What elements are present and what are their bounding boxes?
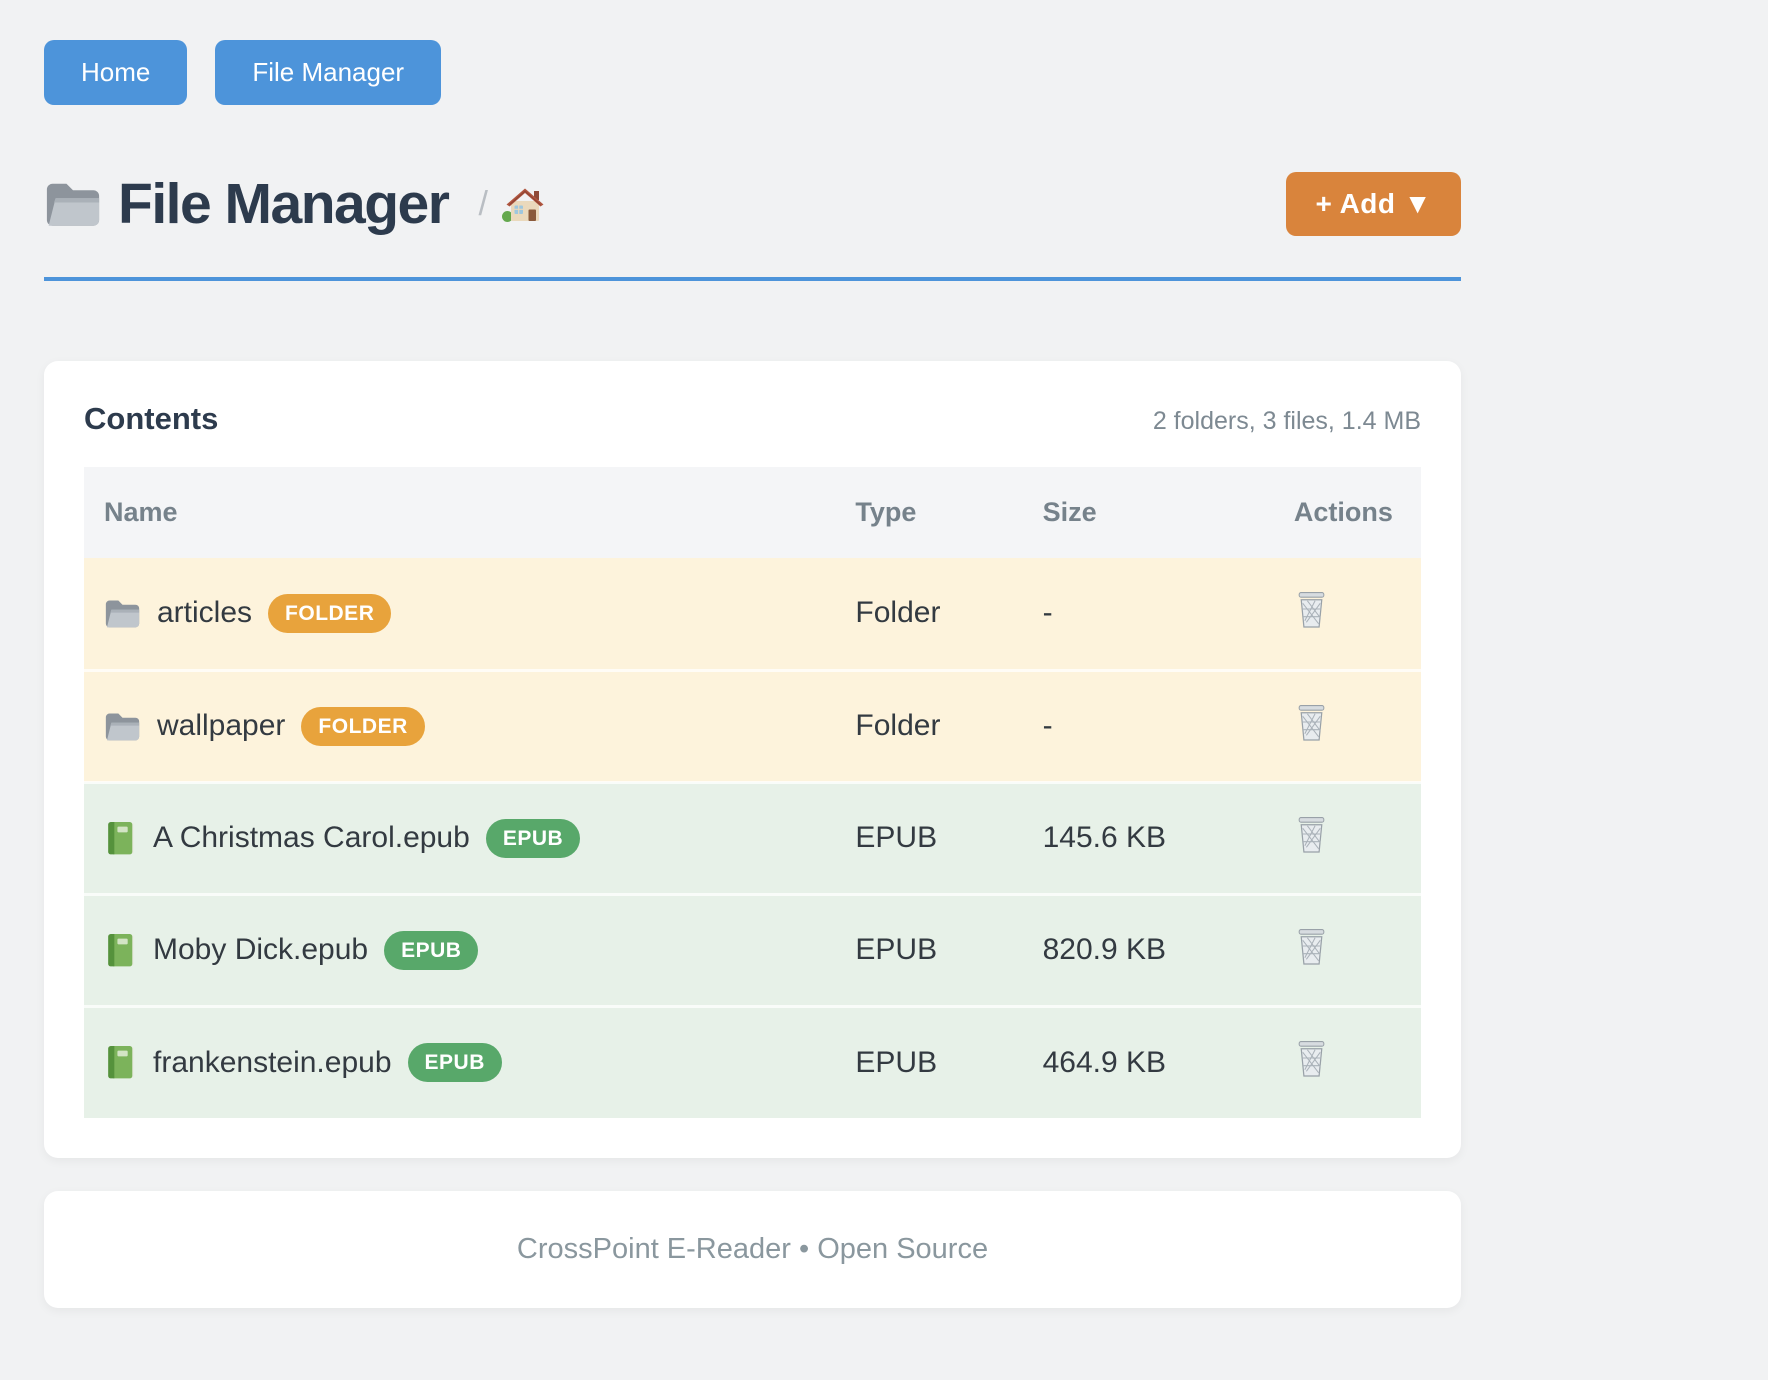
top-nav: Home File Manager (44, 40, 1461, 105)
breadcrumb-home-link[interactable] (501, 185, 544, 223)
file-size: 820.9 KB (1042, 933, 1167, 966)
folder-badge: FOLDER (301, 706, 425, 746)
column-header-type: Type (835, 467, 1023, 558)
page: Home File Manager File Manager / + Add ▼ (44, 40, 1461, 1308)
file-name-link[interactable]: frankenstein.epub (153, 1045, 392, 1079)
file-type: Folder (855, 596, 941, 630)
file-size: - (1042, 596, 1053, 630)
page-title: File Manager (118, 172, 450, 236)
home-icon (501, 185, 544, 223)
nav-file-manager-button[interactable]: File Manager (215, 40, 442, 105)
footer-text: CrossPoint E-Reader • Open Source (516, 1233, 989, 1265)
column-header-actions: Actions (1273, 467, 1421, 558)
file-name-link[interactable]: articles (157, 596, 253, 630)
card-head: Contents 2 folders, 3 files, 1.4 MB (84, 401, 1421, 437)
folder-icon (44, 179, 102, 229)
trash-icon (1294, 590, 1329, 629)
folder-badge: FOLDER (268, 593, 392, 633)
file-type: Folder (855, 709, 941, 742)
delete-button[interactable] (1294, 703, 1329, 742)
book-icon (104, 932, 137, 969)
breadcrumb-separator: / (478, 184, 488, 223)
file-name-link[interactable]: Moby Dick.epub (153, 933, 369, 966)
file-size: - (1042, 709, 1053, 742)
file-table: Name Type Size Actions articles FOLDER (84, 467, 1421, 1118)
delete-button[interactable] (1294, 815, 1329, 854)
epub-badge: EPUB (407, 1043, 502, 1083)
folder-icon (104, 597, 141, 630)
contents-heading: Contents (84, 401, 219, 436)
book-icon (104, 820, 137, 857)
trash-icon (1294, 703, 1329, 742)
folder-icon (104, 710, 141, 743)
footer: CrossPoint E-Reader • Open Source (44, 1191, 1461, 1308)
table-row-articles: articles FOLDER Folder - (84, 558, 1421, 670)
epub-badge: EPUB (384, 930, 479, 970)
add-button[interactable]: + Add ▼ (1286, 172, 1461, 236)
table-row-christmas-carol: A Christmas Carol.epub EPUB EPUB 145.6 K… (84, 782, 1421, 894)
nav-home-button[interactable]: Home (44, 40, 188, 105)
file-size: 464.9 KB (1042, 1045, 1167, 1079)
file-size: 145.6 KB (1042, 821, 1167, 854)
column-header-name: Name (84, 467, 836, 558)
file-type: EPUB (855, 933, 938, 966)
header-divider (44, 277, 1461, 281)
page-header: File Manager / + Add ▼ (44, 171, 1461, 237)
trash-icon (1294, 815, 1329, 854)
delete-button[interactable] (1294, 590, 1329, 629)
delete-button[interactable] (1294, 1039, 1329, 1078)
table-row-frankenstein: frankenstein.epub EPUB EPUB 464.9 KB (84, 1006, 1421, 1118)
book-icon (104, 1044, 137, 1081)
table-row-moby-dick: Moby Dick.epub EPUB EPUB 820.9 KB (84, 894, 1421, 1006)
table-row-wallpaper: wallpaper FOLDER Folder - (84, 670, 1421, 782)
table-header-row: Name Type Size Actions (84, 467, 1421, 558)
title-wrap: File Manager / (44, 171, 544, 237)
file-type: EPUB (855, 821, 938, 854)
column-header-size: Size (1022, 467, 1274, 558)
contents-card: Contents 2 folders, 3 files, 1.4 MB Name… (44, 361, 1461, 1158)
file-name-link[interactable]: wallpaper (157, 709, 286, 742)
file-name-link[interactable]: A Christmas Carol.epub (153, 821, 470, 854)
delete-button[interactable] (1294, 927, 1329, 966)
file-type: EPUB (855, 1045, 938, 1079)
contents-summary: 2 folders, 3 files, 1.4 MB (1152, 407, 1421, 435)
epub-badge: EPUB (485, 818, 581, 858)
trash-icon (1294, 927, 1329, 966)
trash-icon (1294, 1039, 1329, 1078)
